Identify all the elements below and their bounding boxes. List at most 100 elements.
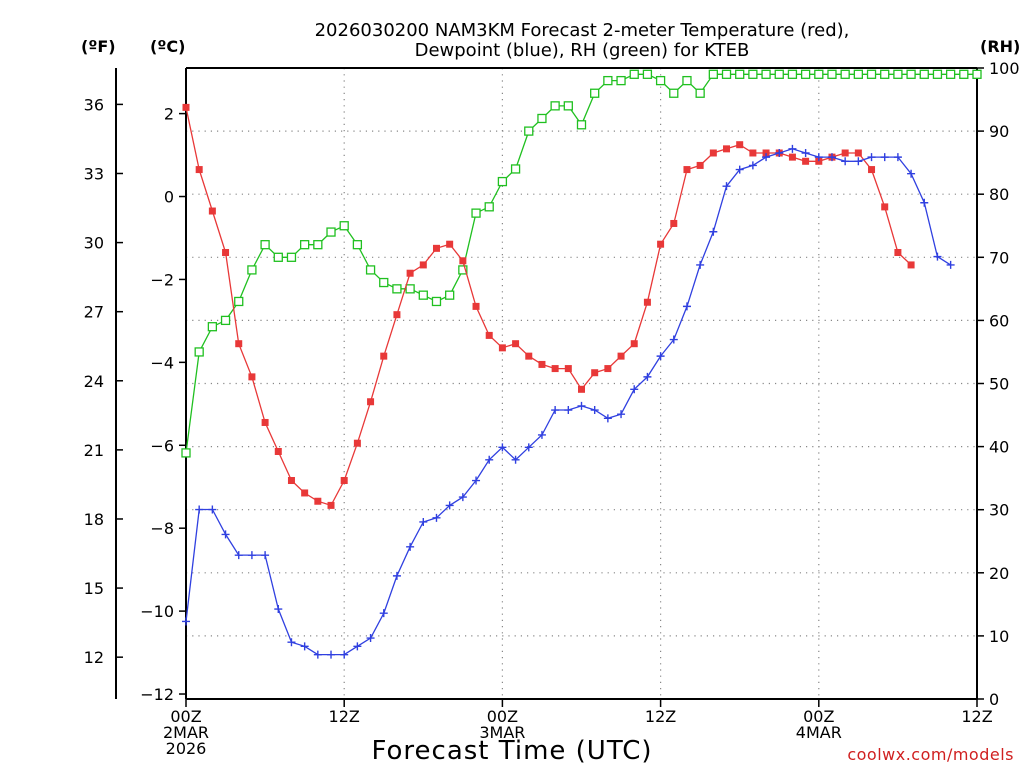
celsius-tick-label: −4 xyxy=(150,353,174,372)
dewpoint-point xyxy=(551,406,560,415)
dewpoint-point xyxy=(485,455,494,464)
dewpoint-point xyxy=(406,542,415,551)
dewpoint-point xyxy=(880,153,889,162)
dewpoint-point xyxy=(208,505,217,514)
dewpoint-point xyxy=(577,401,586,410)
2-meter-temperature-point xyxy=(380,352,388,360)
2-meter-temperature-point xyxy=(222,248,230,256)
x-tick-label: 12Z xyxy=(645,707,676,726)
rh-point xyxy=(616,75,626,86)
dewpoint-point xyxy=(814,153,823,162)
2-meter-temperature-point xyxy=(762,149,770,157)
x-tick-label: 12Z xyxy=(329,707,360,726)
rh-tick-label: 90 xyxy=(989,122,1009,141)
dewpoint-point xyxy=(313,650,322,659)
dewpoint-point xyxy=(327,650,336,659)
rh-point xyxy=(708,69,718,79)
rh-point xyxy=(629,69,639,79)
rh-tick-label: 10 xyxy=(989,627,1009,646)
rh-point xyxy=(550,101,560,111)
rh-tick-label: 80 xyxy=(989,185,1009,204)
rh-point xyxy=(365,265,376,275)
celsius-tick-label: 0 xyxy=(164,188,174,207)
x-tick-label: 4MAR xyxy=(796,723,842,742)
dewpoint-point xyxy=(195,505,204,514)
2-meter-temperature-point xyxy=(287,477,295,485)
rh-point xyxy=(234,296,244,307)
rh-point xyxy=(286,252,297,262)
2-meter-temperature-point xyxy=(498,344,506,352)
2-meter-temperature-line xyxy=(185,107,912,507)
dewpoint-point xyxy=(603,414,612,423)
rh-point xyxy=(655,75,666,86)
celsius-tick-label: −8 xyxy=(150,519,174,538)
dewpoint-point xyxy=(498,443,507,452)
rh-point xyxy=(352,240,363,250)
rh-point xyxy=(445,290,455,300)
dewpoint-point xyxy=(722,182,731,191)
tick-labels: 20−2−4−6−8−10−12363330272421181512100908… xyxy=(84,59,1020,758)
dewpoint-point xyxy=(867,153,876,162)
2-meter-temperature-point xyxy=(604,365,612,373)
dewpoint-point xyxy=(458,493,467,502)
rh-tick-label: 20 xyxy=(989,564,1009,583)
2-meter-temperature-point xyxy=(709,149,717,157)
rh-point xyxy=(405,284,415,294)
dewpoint-point xyxy=(419,517,428,526)
rh-point xyxy=(932,69,943,79)
rh-point xyxy=(418,290,428,300)
dewpoint-point xyxy=(261,551,270,560)
dewpoint-point xyxy=(920,198,929,207)
dewpoint-point xyxy=(300,642,309,651)
x-tick-label: 12Z xyxy=(961,707,992,726)
2-meter-temperature-point xyxy=(406,269,414,277)
data-series xyxy=(181,69,982,659)
2-meter-temperature-point xyxy=(446,240,454,248)
dewpoint-point xyxy=(682,302,691,311)
celsius-unit-label: (ºC) xyxy=(150,37,185,56)
dewpoint-point xyxy=(564,406,573,415)
celsius-tick-label: −2 xyxy=(150,270,174,289)
rh-point xyxy=(471,208,481,218)
dewpoint-point xyxy=(933,252,942,261)
2-meter-temperature-point xyxy=(736,141,744,149)
rh-point xyxy=(590,88,600,98)
rh-point xyxy=(642,69,653,79)
2-meter-temperature-point xyxy=(353,439,361,447)
rh-point xyxy=(669,88,679,98)
x-tick-label: 2MAR xyxy=(163,723,209,742)
dewpoint-point xyxy=(907,169,916,178)
2-meter-temperature-point xyxy=(301,489,309,497)
dewpoint-point xyxy=(841,157,850,166)
dewpoint-point xyxy=(524,443,533,452)
dewpoint-point xyxy=(617,410,626,419)
rh-point xyxy=(537,113,547,124)
2-meter-temperature-point xyxy=(854,149,862,157)
rh-point xyxy=(524,126,534,136)
2-meter-temperature-point xyxy=(630,340,638,348)
2-meter-temperature-point xyxy=(327,501,335,509)
rh-tick-label: 0 xyxy=(989,690,999,709)
rh-point xyxy=(721,69,732,79)
2-meter-temperature-point xyxy=(274,447,282,455)
dewpoint-point xyxy=(748,161,757,170)
fahrenheit-tick-label: 12 xyxy=(84,648,104,667)
dewpoint-point xyxy=(827,153,836,162)
rh-point xyxy=(392,284,402,294)
dewpoint-point xyxy=(775,148,784,157)
rh-tick-label: 30 xyxy=(989,501,1009,520)
rh-point xyxy=(814,69,824,79)
fahrenheit-tick-label: 24 xyxy=(84,372,104,391)
rh-point xyxy=(972,69,982,79)
rh-point xyxy=(866,69,877,79)
rh-tick-label: 100 xyxy=(989,59,1020,78)
dewpoint-point xyxy=(274,605,283,614)
dewpoint-point xyxy=(630,385,639,394)
rh-point xyxy=(510,164,521,174)
celsius-tick-label: −12 xyxy=(140,685,174,704)
dewpoint-point xyxy=(472,476,481,485)
rh-point xyxy=(313,240,323,250)
rh-point xyxy=(880,69,890,79)
dewpoint-point xyxy=(432,513,441,522)
fahrenheit-tick-label: 36 xyxy=(84,95,104,114)
